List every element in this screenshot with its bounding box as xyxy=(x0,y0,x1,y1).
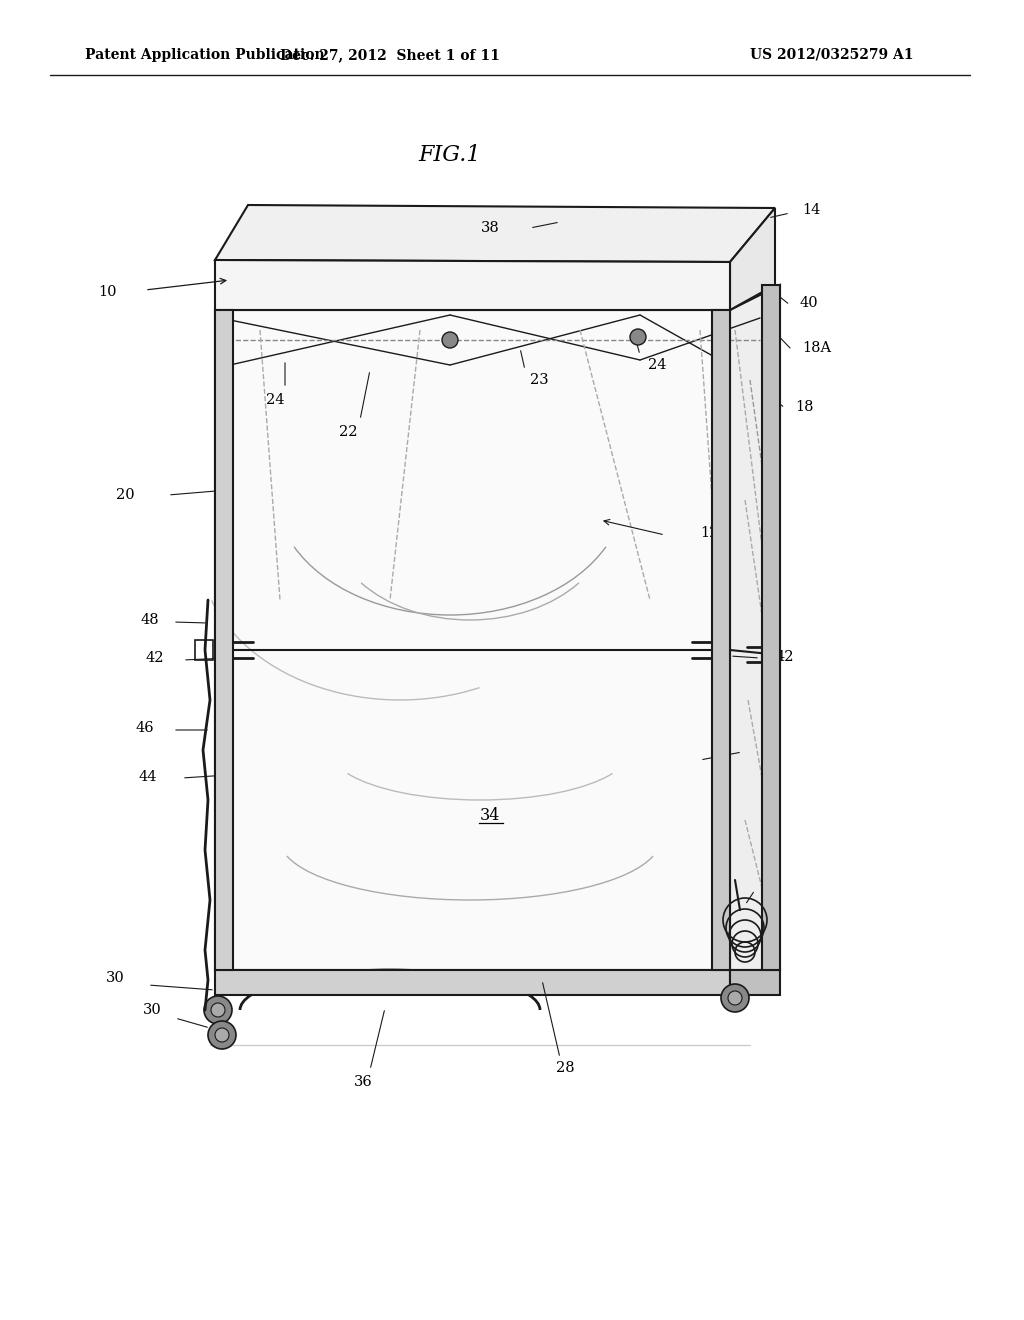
Text: 34: 34 xyxy=(480,807,500,824)
Text: 36: 36 xyxy=(353,1074,373,1089)
Text: 38: 38 xyxy=(480,220,500,235)
Text: US 2012/0325279 A1: US 2012/0325279 A1 xyxy=(750,48,913,62)
Polygon shape xyxy=(215,260,730,310)
Circle shape xyxy=(630,329,646,345)
Text: 24: 24 xyxy=(266,393,285,407)
Text: 28: 28 xyxy=(556,1061,574,1074)
Text: 46: 46 xyxy=(136,721,155,735)
Text: 18A: 18A xyxy=(802,341,831,355)
Text: 30: 30 xyxy=(142,1003,162,1016)
Text: 42: 42 xyxy=(145,651,164,665)
Polygon shape xyxy=(712,310,730,970)
Text: 24: 24 xyxy=(648,358,667,372)
Text: 12: 12 xyxy=(700,525,719,540)
Circle shape xyxy=(721,983,749,1012)
Text: Dec. 27, 2012  Sheet 1 of 11: Dec. 27, 2012 Sheet 1 of 11 xyxy=(280,48,500,62)
Text: 18: 18 xyxy=(795,400,813,414)
Text: 48: 48 xyxy=(140,612,160,627)
Polygon shape xyxy=(730,970,780,995)
Circle shape xyxy=(215,1028,229,1041)
Text: 40: 40 xyxy=(800,296,818,310)
Text: 16: 16 xyxy=(760,743,778,756)
Text: 30: 30 xyxy=(105,972,124,985)
Text: Patent Application Publication: Patent Application Publication xyxy=(85,48,325,62)
Polygon shape xyxy=(215,205,775,261)
Polygon shape xyxy=(762,285,780,970)
Polygon shape xyxy=(730,285,780,970)
Polygon shape xyxy=(215,310,233,970)
Circle shape xyxy=(211,1003,225,1016)
Text: 20: 20 xyxy=(116,488,134,502)
Text: 52: 52 xyxy=(762,876,780,891)
Text: FIG.1: FIG.1 xyxy=(419,144,481,166)
Circle shape xyxy=(442,333,458,348)
Text: 22: 22 xyxy=(339,425,357,440)
Text: 10: 10 xyxy=(98,285,118,300)
Polygon shape xyxy=(215,310,730,970)
Polygon shape xyxy=(215,970,730,995)
Text: 14: 14 xyxy=(802,203,820,216)
Text: 44: 44 xyxy=(138,770,158,784)
Text: 42: 42 xyxy=(775,649,794,664)
Circle shape xyxy=(208,1020,236,1049)
Text: 23: 23 xyxy=(530,374,549,387)
Circle shape xyxy=(204,997,232,1024)
Circle shape xyxy=(728,991,742,1005)
Polygon shape xyxy=(730,209,775,310)
